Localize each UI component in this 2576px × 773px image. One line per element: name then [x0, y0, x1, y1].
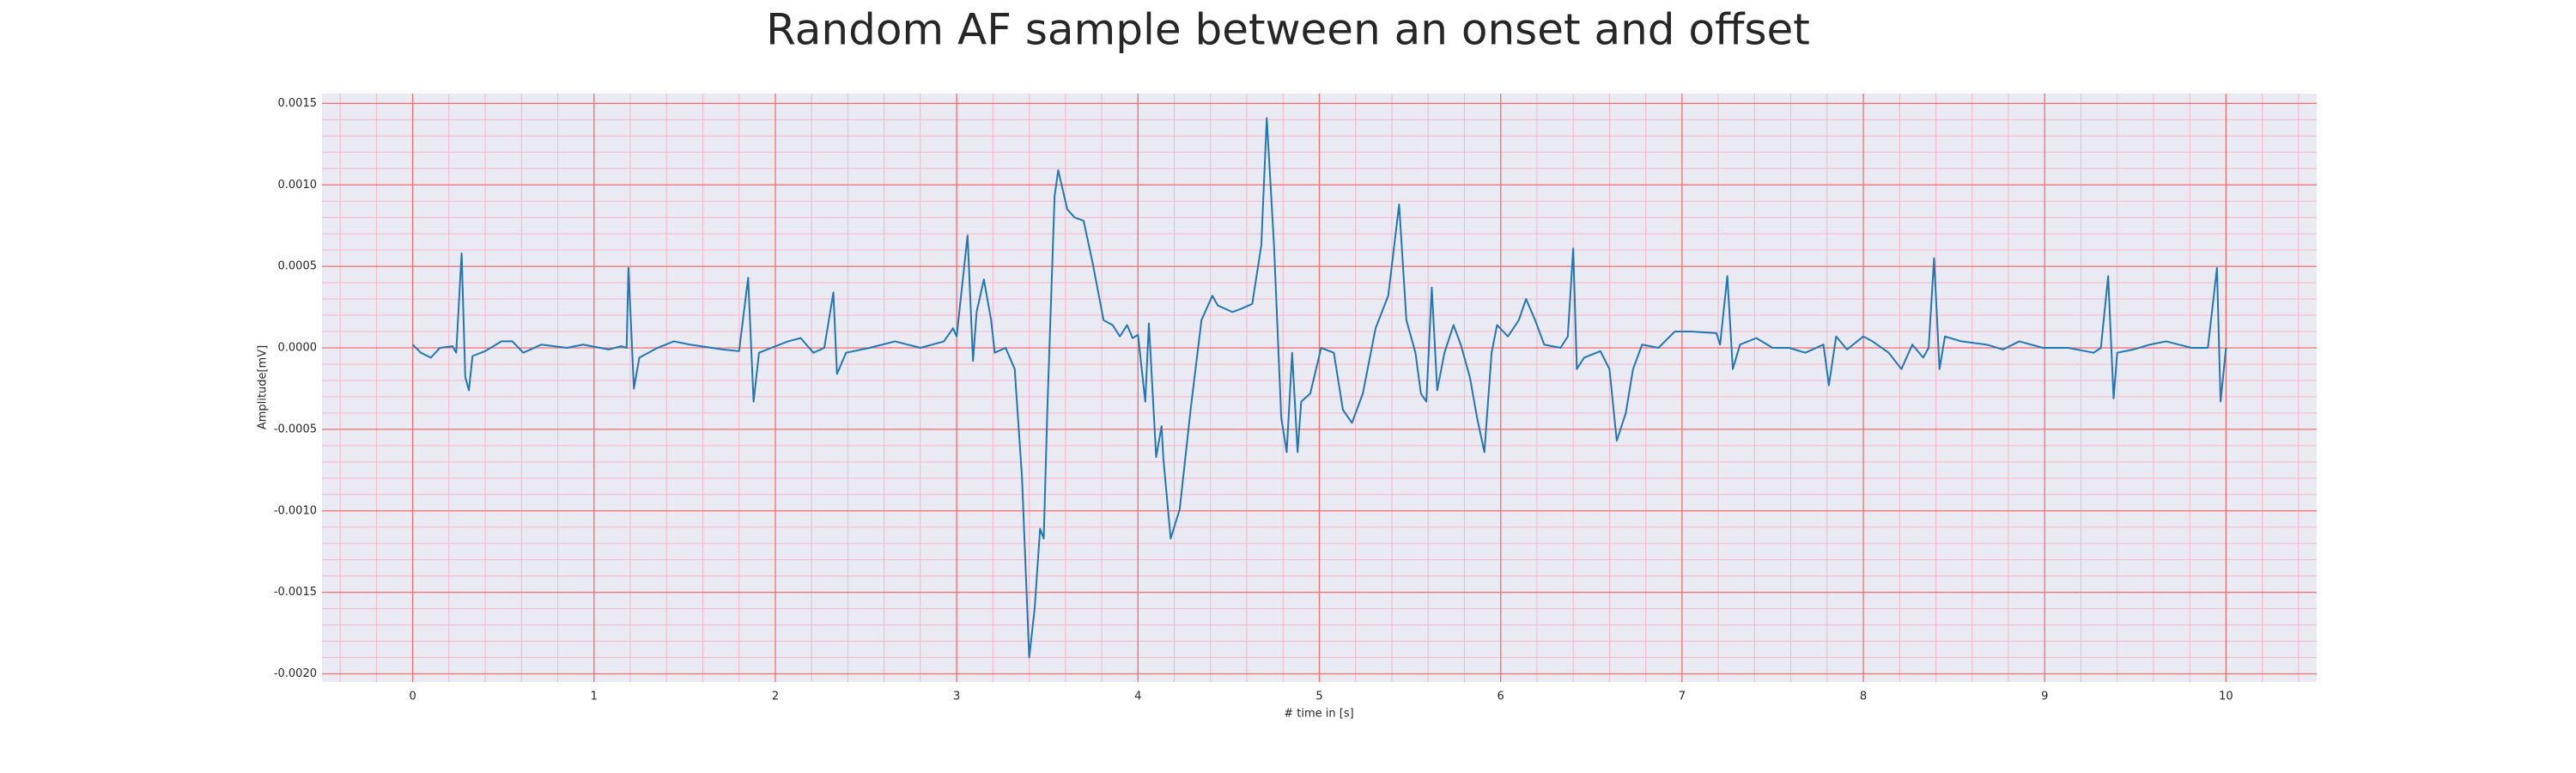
y-tick-label: -0.0010: [274, 504, 317, 517]
x-axis-label: # time in [s]: [1284, 708, 1353, 721]
y-axis-label: Amplitude[mV]: [257, 345, 270, 429]
grid: [322, 94, 2317, 682]
marks: [411, 117, 2227, 659]
x-tick-label: 3: [953, 691, 960, 703]
chart-title: Random AF sample between an onset and of…: [766, 5, 1810, 55]
y-tick-label: 0.0015: [278, 97, 318, 110]
x-tick-label: 6: [1498, 691, 1504, 703]
y-tick-label: 0.0005: [278, 260, 318, 273]
x-tick-label: 8: [1860, 691, 1867, 703]
x-tick-label: 5: [1315, 691, 1322, 703]
x-tick-label: 9: [2041, 691, 2048, 703]
x-tick-label: 10: [2219, 691, 2233, 703]
y-tick-label: 0.0010: [278, 179, 318, 192]
x-tick-label: 1: [591, 691, 598, 703]
x-tick-label: 7: [1679, 691, 1686, 703]
y-tick-label: -0.0015: [274, 586, 317, 599]
y-tick-label: -0.0005: [274, 423, 317, 435]
x-tick-label: 4: [1134, 691, 1141, 703]
x-tick-label: 0: [409, 691, 416, 703]
signal-line: [411, 117, 2227, 659]
y-tick-label: -0.0020: [274, 667, 317, 680]
x-tick-label: 2: [772, 691, 779, 703]
y-tick-label: 0.0000: [278, 342, 318, 355]
